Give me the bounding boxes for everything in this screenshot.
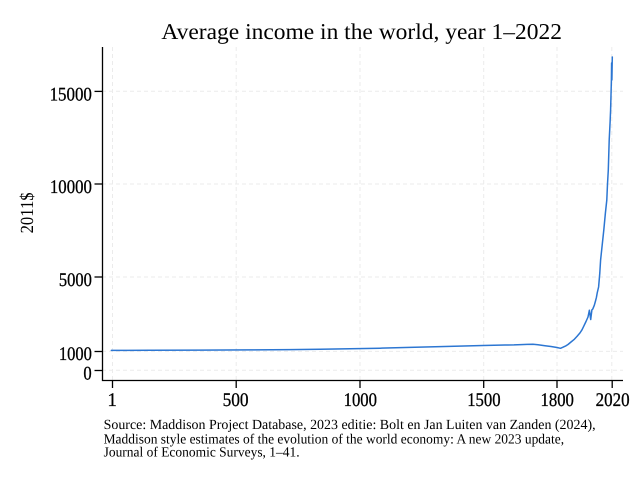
svg-text:1000: 1000 xyxy=(344,390,377,411)
svg-text:1800: 1800 xyxy=(541,390,574,411)
svg-text:Source: Maddison Project Datab: Source: Maddison Project Database, 2023 … xyxy=(104,418,596,433)
svg-text:2011$: 2011$ xyxy=(18,192,38,233)
svg-text:500: 500 xyxy=(223,390,249,411)
svg-text:2020: 2020 xyxy=(596,390,630,411)
svg-text:Average income in the world, y: Average income in the world, year 1–2022 xyxy=(161,19,562,44)
svg-text:0: 0 xyxy=(83,364,91,385)
svg-text:1: 1 xyxy=(107,390,117,411)
svg-text:5000: 5000 xyxy=(59,270,92,291)
svg-text:15000: 15000 xyxy=(50,84,92,105)
svg-text:Journal of Economic Surveys, 1: Journal of Economic Surveys, 1–41. xyxy=(104,445,300,460)
svg-text:Maddison style estimates of th: Maddison style estimates of the evolutio… xyxy=(104,432,564,447)
svg-text:1000: 1000 xyxy=(59,344,92,365)
svg-text:10000: 10000 xyxy=(50,177,92,198)
svg-text:1500: 1500 xyxy=(467,390,500,411)
